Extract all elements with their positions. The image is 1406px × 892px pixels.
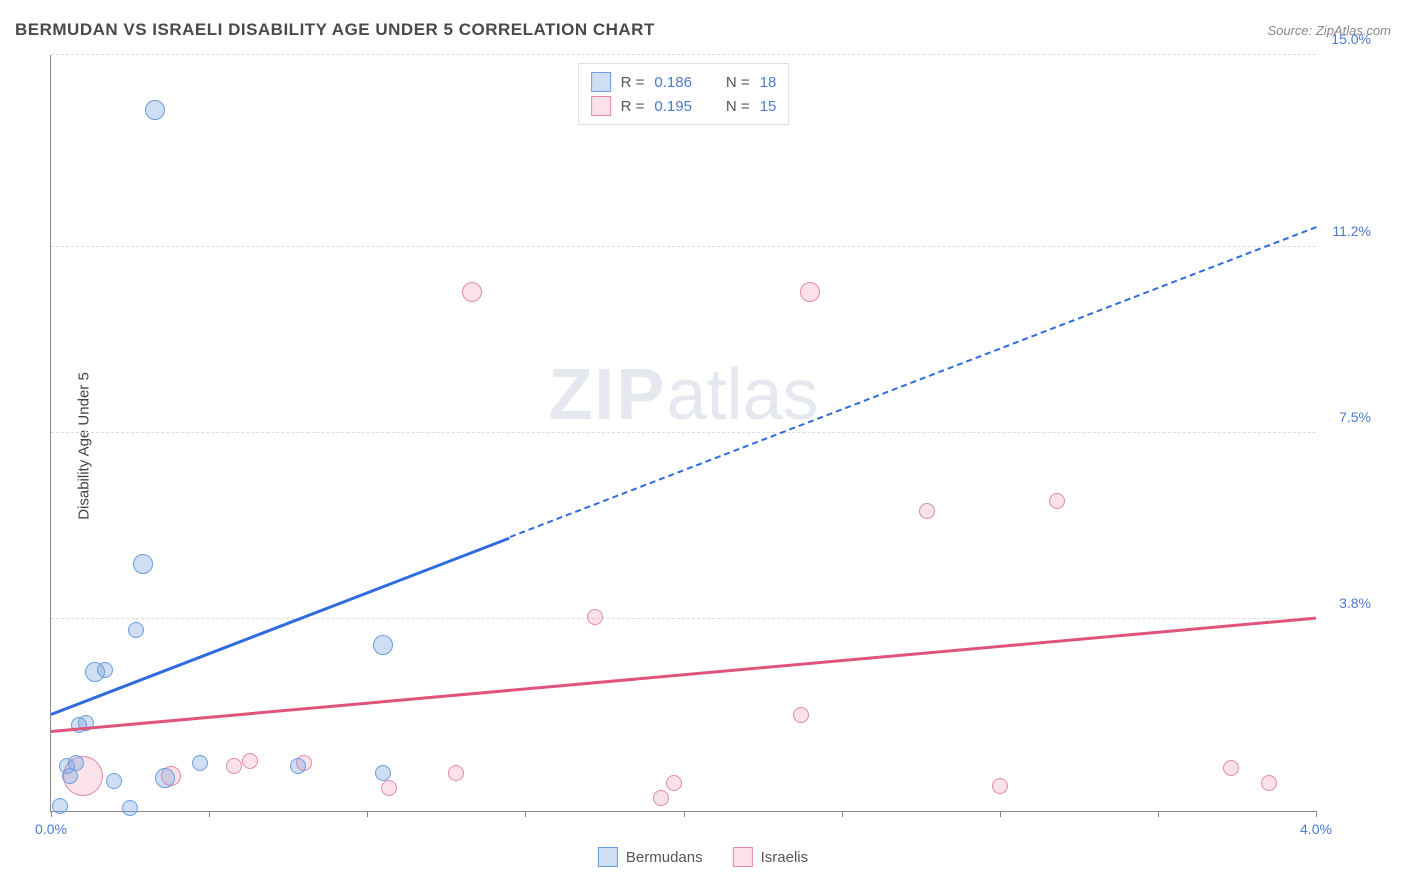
scatter-point-bermudans: [155, 768, 175, 788]
legend-series: Bermudans Israelis: [598, 847, 808, 867]
x-tick: [1000, 811, 1001, 817]
scatter-point-bermudans: [373, 635, 393, 655]
legend-stats-row: R = 0.195 N = 15: [591, 94, 777, 118]
chart-header: BERMUDAN VS ISRAELI DISABILITY AGE UNDER…: [15, 20, 1391, 40]
scatter-point-bermudans: [133, 554, 153, 574]
scatter-point-bermudans: [192, 755, 208, 771]
legend-stats-row: R = 0.186 N = 18: [591, 70, 777, 94]
chart-title: BERMUDAN VS ISRAELI DISABILITY AGE UNDER…: [15, 20, 655, 40]
scatter-point-israelis: [919, 503, 935, 519]
x-tick: [684, 811, 685, 817]
trend-line: [50, 536, 510, 715]
legend-stats: R = 0.186 N = 18 R = 0.195 N = 15: [578, 63, 790, 125]
scatter-point-israelis: [653, 790, 669, 806]
legend-r-label: R =: [621, 98, 645, 115]
x-tick-label: 0.0%: [35, 821, 67, 837]
x-tick: [1158, 811, 1159, 817]
legend-n-label: N =: [726, 74, 750, 91]
scatter-point-israelis: [666, 775, 682, 791]
scatter-point-israelis: [800, 282, 820, 302]
legend-series-label: Bermudans: [626, 849, 703, 866]
legend-n-value: 18: [760, 74, 777, 91]
gridline: [51, 432, 1316, 433]
x-tick: [209, 811, 210, 817]
x-tick: [525, 811, 526, 817]
scatter-point-israelis: [242, 753, 258, 769]
legend-swatch: [598, 847, 618, 867]
x-tick: [1316, 811, 1317, 817]
scatter-point-israelis: [793, 707, 809, 723]
scatter-point-bermudans: [106, 773, 122, 789]
scatter-point-israelis: [992, 778, 1008, 794]
gridline: [51, 618, 1316, 619]
scatter-point-bermudans: [290, 758, 306, 774]
watermark: ZIPatlas: [548, 354, 818, 436]
scatter-point-israelis: [448, 765, 464, 781]
x-tick: [842, 811, 843, 817]
scatter-point-israelis: [381, 780, 397, 796]
legend-swatch: [591, 72, 611, 92]
scatter-point-israelis: [1049, 493, 1065, 509]
legend-r-value: 0.195: [654, 98, 692, 115]
scatter-point-israelis: [1261, 775, 1277, 791]
scatter-point-israelis: [226, 758, 242, 774]
scatter-point-israelis: [462, 282, 482, 302]
legend-series-item: Israelis: [733, 847, 809, 867]
plot-region: ZIPatlas R =0.186N =18R =0.195N =15 3.8%…: [50, 55, 1316, 812]
legend-r-label: R =: [621, 74, 645, 91]
scatter-point-israelis: [1223, 760, 1239, 776]
legend-n-label: N =: [726, 98, 750, 115]
trend-line: [509, 226, 1316, 538]
y-tick-label: 11.2%: [1321, 223, 1371, 239]
x-tick-label: 4.0%: [1300, 821, 1332, 837]
x-tick: [367, 811, 368, 817]
scatter-point-bermudans: [122, 800, 138, 816]
legend-series-label: Israelis: [761, 849, 809, 866]
scatter-point-bermudans: [97, 662, 113, 678]
scatter-point-bermudans: [128, 622, 144, 638]
chart-area: ZIPatlas R = 0.186 N = 18 R = 0.195 N = 15 3.8%…: [50, 55, 1376, 832]
legend-r-value: 0.186: [654, 74, 692, 91]
x-tick: [51, 811, 52, 817]
legend-series-item: Bermudans: [598, 847, 703, 867]
trend-line: [51, 617, 1316, 733]
legend-swatch: [591, 96, 611, 116]
scatter-point-bermudans: [375, 765, 391, 781]
legend-swatch: [733, 847, 753, 867]
gridline: [51, 54, 1316, 55]
y-tick-label: 3.8%: [1321, 595, 1371, 611]
gridline: [51, 246, 1316, 247]
legend-n-value: 15: [760, 98, 777, 115]
scatter-point-bermudans: [52, 798, 68, 814]
y-tick-label: 7.5%: [1321, 409, 1371, 425]
y-tick-label: 15.0%: [1321, 31, 1371, 47]
scatter-point-bermudans: [145, 100, 165, 120]
scatter-point-bermudans: [68, 755, 84, 771]
scatter-point-israelis: [587, 609, 603, 625]
